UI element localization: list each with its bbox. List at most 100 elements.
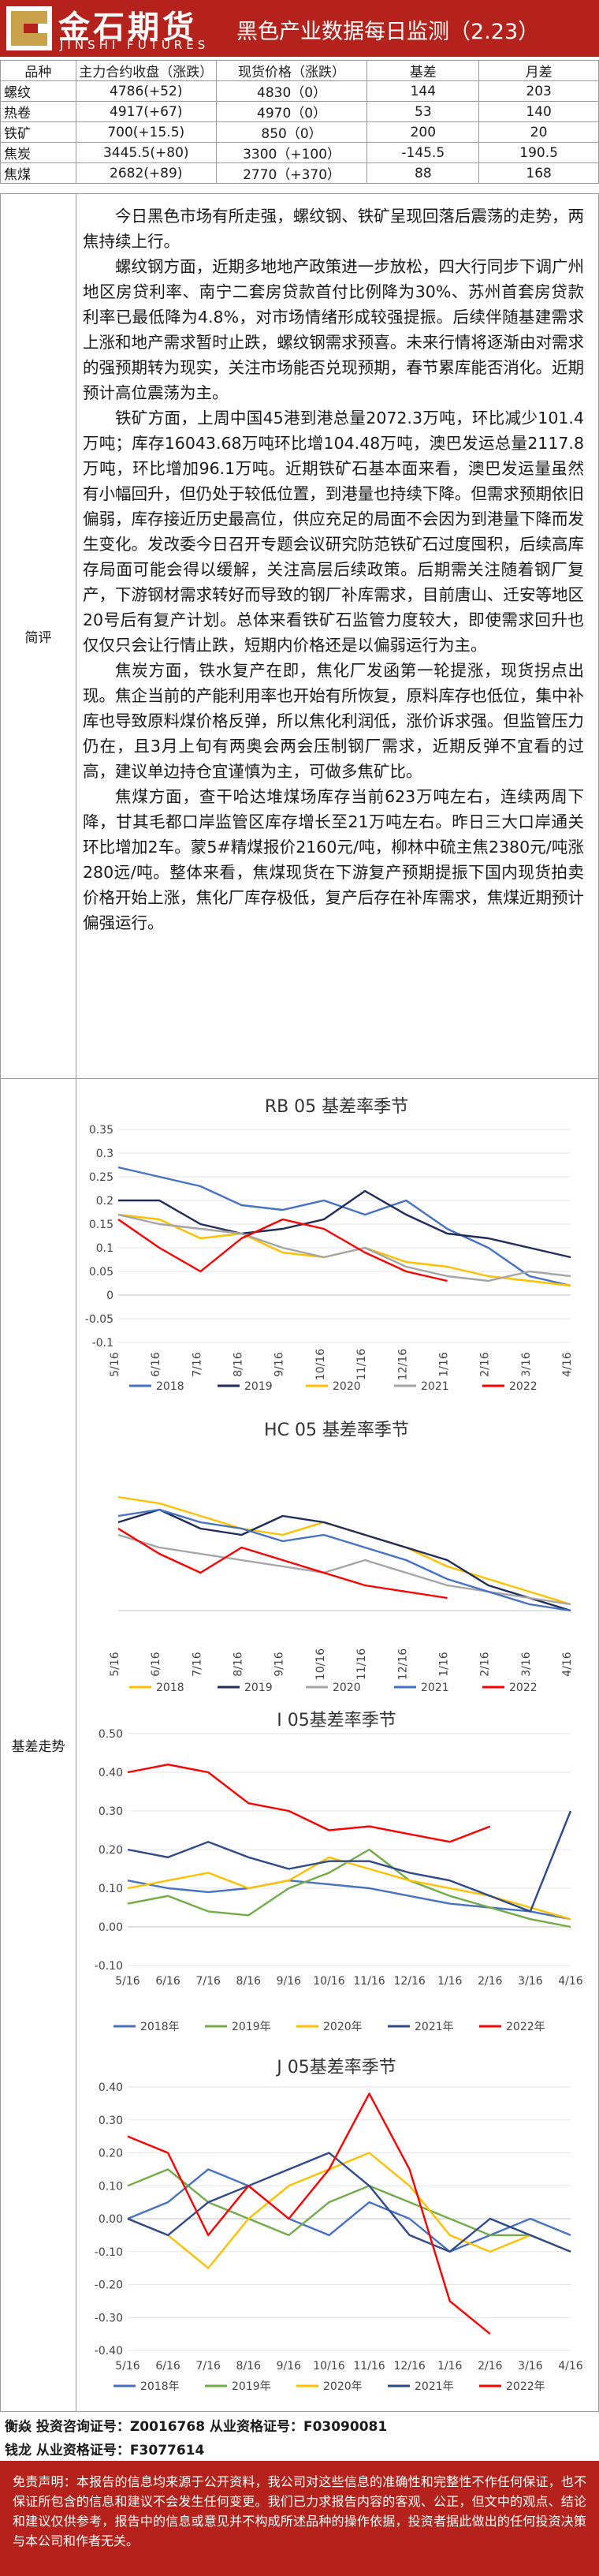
cell-main: 4786(+52) <box>75 80 217 102</box>
cell-spot: 4830（0） <box>215 80 368 102</box>
cell-name: 热卷 <box>0 101 76 122</box>
table-row: 热卷 4917(+67) 4970（0） 53 140 <box>0 101 599 122</box>
cell-spread: 140 <box>478 101 599 122</box>
series-line-2019 <box>117 1508 571 1612</box>
charts-label: 基差走势 <box>1 1079 76 2411</box>
y-tick-label: 0.35 <box>89 1124 113 1137</box>
chart-title: I 05基差率季节 <box>277 1711 396 1730</box>
x-tick-label: 11/16 <box>355 1648 368 1680</box>
x-tick-label: 9/16 <box>273 1352 286 1377</box>
chart-i05: I 05基差率季节 0.50 0.40 0.30 0.20 0.10 0.00 -0.10 5/… <box>82 1705 591 2052</box>
x-tick-label: 9/16 <box>277 2360 302 2373</box>
chart-hc05: HC 05 基差率季节 5/16 6/16 7/16 8/16 9/16 10/16 11/1… <box>82 1406 591 1705</box>
cell-name: 螺纹 <box>0 80 76 102</box>
legend-label: 2018年 <box>140 2380 180 2393</box>
cell-basis: 200 <box>366 121 480 143</box>
y-tick-label: 0.20 <box>99 2148 123 2160</box>
x-tick-label: 2/16 <box>478 2360 503 2373</box>
cell-main: 4917(+67) <box>75 101 217 122</box>
legend-label: 2019 <box>244 1380 273 1393</box>
legend-label: 2021 <box>421 1682 449 1694</box>
cell-spread: 190.5 <box>478 142 599 163</box>
commentary-label: 简评 <box>1 194 76 1078</box>
commentary-paragraph: 焦炭方面，铁水复产在即，焦化厂发函第一轮提涨，现货拐点出现。焦企当前的产能利用率… <box>83 661 584 781</box>
x-tick-label: 4/16 <box>561 1352 574 1377</box>
legend-label: 2020 <box>333 1682 361 1694</box>
y-tick-label: -0.1 <box>92 1337 113 1350</box>
series-line-2022 <box>117 1218 448 1282</box>
x-tick-label: 5/16 <box>109 1652 121 1677</box>
cell-main: 2682(+89) <box>75 162 217 184</box>
commentary-section: 简评 今日黑色市场有所走强，螺纹钢、铁矿呈现回落后震荡的走势，两焦持续上行。 螺… <box>0 193 599 1079</box>
series-line-2022 <box>117 1527 448 1600</box>
cell-spread: 20 <box>478 121 599 143</box>
legend-label: 2021年 <box>415 2021 454 2033</box>
disclaimer: 免责声明：本报告的信息均来源于公开资料，我公司对这些信息的准确性和完整性不作任何… <box>0 2461 599 2576</box>
table-row: 焦煤 2682(+89) 2770（+370） 88 168 <box>0 162 599 184</box>
analyst-line: 钱龙 从业资格证号：F3077614 <box>5 2443 205 2458</box>
x-tick-label: 8/16 <box>233 1352 245 1377</box>
chart-j05-svg: J 05基差率季节 0.40 0.30 0.20 0.10 0.00 -0.10 -0.20 -… <box>95 2058 583 2393</box>
x-tick-label: 2/16 <box>479 1652 492 1677</box>
analyst-contacts: 衡焱 投资咨询证号：Z0016768 从业资格证号：F03090081 钱龙 从… <box>0 2415 599 2462</box>
legend-label: 2022 <box>509 1682 538 1694</box>
x-tick-label: 6/16 <box>155 1975 180 1988</box>
x-tick-label: 5/16 <box>115 1975 140 1988</box>
x-tick-label: 5/16 <box>109 1352 121 1377</box>
chart-rb05-svg: RB 05 基差率季节 0.35 0.3 0.25 0.2 0.15 0.1 0.05 0 -0.… <box>85 1097 574 1393</box>
column-header: 现货价格（涨跌） <box>215 60 368 81</box>
y-tick-label: 0.10 <box>99 1883 123 1895</box>
x-tick-label: 5/16 <box>115 2360 140 2373</box>
legend-label: 2022 <box>509 1380 538 1393</box>
commentary-text: 今日黑色市场有所走强，螺纹钢、铁矿呈现回落后震荡的走势，两焦持续上行。 螺纹钢方… <box>83 203 584 935</box>
y-tick-label: 0.30 <box>99 2115 123 2127</box>
cell-basis: 88 <box>366 162 480 184</box>
legend-label: 2021年 <box>415 2380 454 2393</box>
x-tick-label: 8/16 <box>233 1652 245 1677</box>
legend-label: 2018 <box>156 1380 184 1393</box>
series-line-2020年 <box>127 2152 571 2269</box>
cell-spread: 203 <box>478 80 599 102</box>
series-line-2019 <box>118 1189 571 1259</box>
legend-label: 2022年 <box>506 2380 545 2393</box>
x-tick-label: 1/16 <box>437 1652 450 1677</box>
chart-title: RB 05 基差率季节 <box>265 1097 408 1117</box>
commentary-paragraph: 铁矿方面，上周中国45港到港总量2072.3万吨，环比减少101.4万吨；库存1… <box>83 409 584 655</box>
chart-title: J 05基差率季节 <box>275 2058 396 2078</box>
y-tick-label: 0.00 <box>99 1921 123 1934</box>
x-tick-label: 11/16 <box>353 1975 385 1988</box>
y-tick-label: -0.30 <box>95 2312 123 2324</box>
y-tick-label: -0.20 <box>95 2279 123 2292</box>
legend-label: 2020年 <box>323 2021 363 2033</box>
x-tick-label: 2/16 <box>479 1352 492 1377</box>
chart-rb05: RB 05 基差率季节 0.35 0.3 0.25 0.2 0.15 0.1 0.05 0 -0.… <box>82 1082 591 1406</box>
cell-spot: 2770（+370） <box>215 162 368 184</box>
y-tick-label: -0.10 <box>95 1960 123 1973</box>
cell-name: 焦炭 <box>0 142 76 163</box>
x-tick-label: 8/16 <box>236 1975 262 1988</box>
cell-name: 焦煤 <box>0 162 76 184</box>
x-tick-label: 4/16 <box>558 2360 583 2373</box>
series-line-2022年 <box>127 1764 491 1843</box>
chart-i05-svg: I 05基差率季节 0.50 0.40 0.30 0.20 0.10 0.00 -0.10 5/… <box>95 1711 583 2033</box>
x-tick-label: 11/16 <box>355 1349 368 1380</box>
column-header: 基差 <box>366 60 480 81</box>
x-tick-label: 10/16 <box>314 1648 327 1680</box>
cell-main: 3445.5(+80) <box>75 142 217 163</box>
x-tick-label: 3/16 <box>520 1652 533 1677</box>
x-tick-label: 1/16 <box>437 1975 463 1988</box>
x-tick-label: 12/16 <box>393 2360 425 2373</box>
y-tick-label: 0.10 <box>99 2180 123 2193</box>
x-tick-label: 12/16 <box>393 1975 425 1988</box>
y-tick-label: 0 <box>106 1290 113 1302</box>
x-tick-label: 1/16 <box>437 1352 450 1377</box>
y-tick-label: 0.3 <box>96 1148 113 1160</box>
legend-label: 2019 <box>244 1682 273 1694</box>
chart-title: HC 05 基差率季节 <box>264 1421 409 1440</box>
report-header: 金石期货 JINSHI FUTURES 黑色产业数据每日监测（2.23） <box>0 0 599 57</box>
series-line-2021年 <box>127 2152 571 2253</box>
series-line-2018年 <box>127 1880 571 1921</box>
chart-j05: J 05基差率季节 0.40 0.30 0.20 0.10 0.00 -0.10 -0.20 -… <box>82 2051 591 2406</box>
x-tick-label: 10/16 <box>314 1349 327 1380</box>
series-line-2021 <box>117 1508 571 1612</box>
